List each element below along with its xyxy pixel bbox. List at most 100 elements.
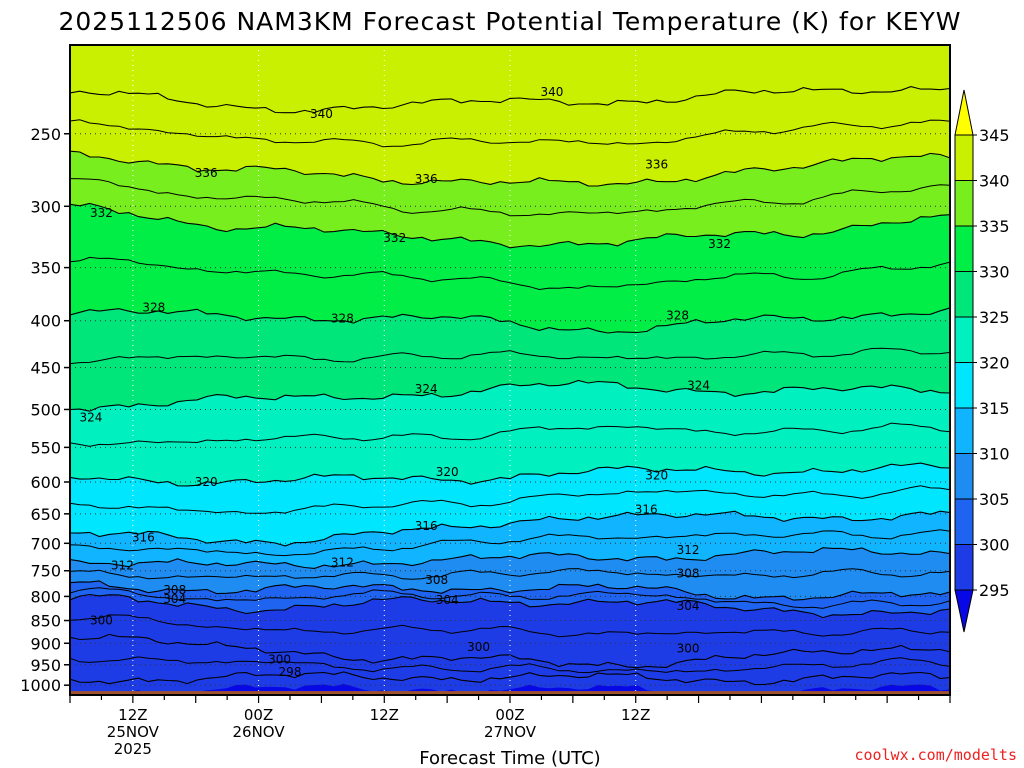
y-tick-label: 350 <box>30 259 61 278</box>
colorbar-segment <box>954 544 974 591</box>
contour-intermediate <box>70 529 950 557</box>
x-tick-label: 00Z <box>244 706 273 724</box>
contour-theta_328 <box>70 307 950 334</box>
x-tick-date: 27NOV <box>484 723 537 741</box>
x-tick-label: 12Z <box>621 706 650 724</box>
colorbar-label: 305 <box>979 490 1010 509</box>
colorbar-label: 330 <box>979 263 1010 282</box>
contour-label: 316 <box>635 503 658 517</box>
contour-label: 300 <box>467 640 490 654</box>
y-tick-label: 750 <box>30 562 61 581</box>
x-tick-date: 25NOV <box>107 723 160 741</box>
contour-intermediate <box>70 568 950 580</box>
y-tick-label: 500 <box>30 400 61 419</box>
y-tick-label: 550 <box>30 438 61 457</box>
contour-label: 336 <box>195 166 218 180</box>
colorbar-label: 295 <box>979 581 1010 600</box>
y-tick-label: 900 <box>30 634 61 653</box>
contour-intermediate <box>70 614 950 638</box>
contour-theta_312 <box>70 547 950 569</box>
colorbar-segment <box>954 180 974 227</box>
colorbar-segment <box>954 407 974 454</box>
y-tick-label: 800 <box>30 587 61 606</box>
contour-label: 316 <box>132 531 155 545</box>
colorbar-max-arrow <box>954 89 974 136</box>
colorbar-min-arrow <box>954 589 974 633</box>
x-tick-label: 12Z <box>118 706 147 724</box>
x-tick-date: 26NOV <box>233 723 286 741</box>
y-tick-label: 600 <box>30 473 61 492</box>
contour-intermediate <box>70 587 950 609</box>
contour-label-layer: 340 340 336 336 336 332 332 332 328 328 328 324 324 3… <box>79 85 730 679</box>
contour-intermediate <box>70 347 950 365</box>
y-tick-label: 850 <box>30 612 61 631</box>
contour-intermediate <box>70 256 950 291</box>
contour-label: 300 <box>90 614 113 628</box>
contour-label: 312 <box>677 543 700 557</box>
contour-label: 320 <box>436 465 459 479</box>
y-tick-label: 450 <box>30 359 61 378</box>
x-tick-label: 12Z <box>370 706 399 724</box>
colorbar-label: 325 <box>979 308 1010 327</box>
x-tick-label: 00Z <box>495 706 524 724</box>
contour-label: 332 <box>708 237 731 251</box>
contour-label: 324 <box>79 410 102 424</box>
colorbar-segment <box>954 134 974 181</box>
contour-intermediate <box>70 422 950 447</box>
y-tick-label: 950 <box>30 656 61 675</box>
contour-theta_336 <box>70 150 950 187</box>
contour-label: 328 <box>142 301 165 315</box>
contour-label: 308 <box>425 573 448 587</box>
contour-intermediate <box>70 178 950 217</box>
contour-label: 328 <box>666 309 689 323</box>
contour-theta_324 <box>70 379 950 412</box>
contour-label: 332 <box>90 206 113 220</box>
colorbar-segment <box>954 362 974 409</box>
contour-theta_304 <box>70 593 950 619</box>
y-tick-label: 250 <box>30 125 61 144</box>
chart-title: 2025112506 NAM3KM Forecast Potential Tem… <box>58 7 961 36</box>
contour-intermediate <box>70 656 950 674</box>
contour-theta_320 <box>70 462 950 487</box>
contour-label: 308 <box>677 566 700 580</box>
contour-theta_300 <box>70 633 950 669</box>
contour-label: 316 <box>415 519 438 533</box>
contour-label: 304 <box>677 599 700 613</box>
contour-label: 332 <box>383 231 406 245</box>
y-tick-label: 650 <box>30 505 61 524</box>
ground-strip <box>70 691 950 695</box>
contour-theta_316 <box>70 510 950 547</box>
contour-theta_332 <box>70 202 950 249</box>
colorbar: 295 300 305 310 315 320 325 330 335 340 345 <box>954 89 1010 633</box>
y-axis: 250 300 350 400 450 500 550 600 650 700 750 800 850 9… <box>20 125 70 695</box>
contour-label: 300 <box>677 642 700 656</box>
contour-label: 320 <box>195 475 218 489</box>
contour-label: 324 <box>687 379 710 393</box>
colorbar-segment <box>954 453 974 500</box>
y-tick-label: 700 <box>30 534 61 553</box>
colorbar-segment <box>954 498 974 545</box>
credit-text: coolwx.com/modelts <box>854 746 1017 764</box>
ground-layer <box>70 691 950 695</box>
colorbar-label: 315 <box>979 399 1010 418</box>
x-tick-year: 2025 <box>114 740 152 758</box>
contour-label: 328 <box>331 312 354 326</box>
contour-label: 308 <box>163 583 186 597</box>
contour-label: 336 <box>415 172 438 186</box>
contour-intermediate <box>70 485 950 514</box>
contour-label: 340 <box>310 107 333 121</box>
contour-label: 300 <box>268 653 291 667</box>
y-tick-label: 400 <box>30 312 61 331</box>
y-tick-label: 1000 <box>20 676 61 695</box>
contour-label: 320 <box>645 468 668 482</box>
contour-theta_308 <box>70 580 950 601</box>
colorbar-label: 300 <box>979 536 1010 555</box>
colorbar-label: 320 <box>979 354 1010 373</box>
colorbar-segment <box>954 316 974 363</box>
colorbar-label: 310 <box>979 445 1010 464</box>
colorbar-label: 340 <box>979 172 1010 191</box>
contour-label: 312 <box>111 558 134 572</box>
contour-label: 298 <box>279 665 302 679</box>
